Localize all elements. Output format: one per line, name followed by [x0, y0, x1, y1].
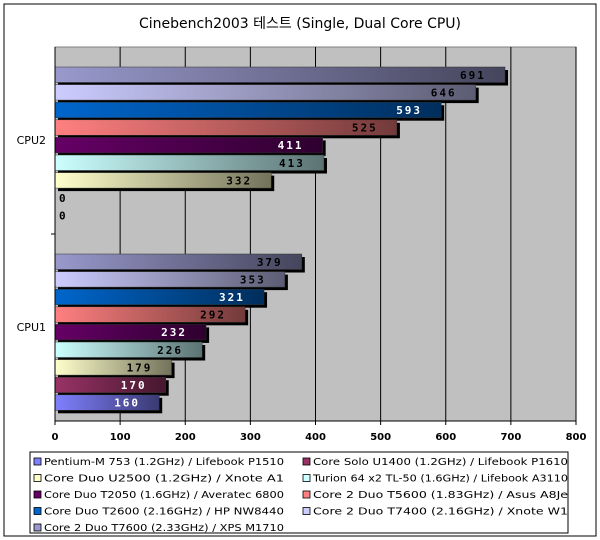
- legend-entry: Pentium-M 753 (1.2GHz) / Lifebook P1510: [44, 457, 284, 468]
- legend-entry: Core Duo T2600 (2.16GHz) / HP NW8440: [44, 507, 284, 518]
- axis-layer: 0 100 200 300 400 500 600 700 800 CPU2 CPU1: [17, 47, 587, 443]
- x-tick-label: 700: [500, 432, 521, 443]
- bar-cpu1-series-1: [54, 376, 166, 393]
- x-tick-label: 500: [370, 432, 391, 443]
- chart-title: Cinebench2003 테스트 (Single, Dual Core CPU…: [139, 16, 461, 32]
- data-label: 646: [431, 86, 457, 99]
- legend-box: [29, 451, 569, 534]
- legend-swatch: [302, 507, 311, 515]
- data-label: 226: [157, 344, 183, 357]
- bar-cpu2-series-7: [54, 84, 476, 101]
- x-tick-label: 100: [110, 432, 131, 443]
- data-label: 0: [59, 192, 68, 205]
- data-label: 321: [219, 291, 245, 304]
- legend-entry: Core 2 Duo T7400 (2.16GHz) / Xnote W1: [313, 507, 568, 518]
- legend-swatch: [33, 523, 42, 532]
- data-label: 160: [114, 397, 140, 410]
- x-tick-label: 0: [52, 432, 59, 443]
- bar-cpu1-series-2: [54, 359, 172, 376]
- data-label: 292: [200, 309, 226, 322]
- legend-swatch: [33, 490, 42, 499]
- legend-swatch: [302, 474, 311, 482]
- bar-cpu2-series-8: [54, 66, 506, 83]
- x-tick-label: 600: [435, 432, 456, 443]
- bar-cpu1-series-0: [54, 394, 160, 411]
- legend-entry: Core Duo T2050 (1.6GHz) / Averatec 6800: [44, 490, 284, 501]
- data-label: 332: [226, 174, 252, 187]
- data-label: 413: [279, 157, 305, 170]
- legend-swatch: [33, 507, 42, 515]
- data-label: 593: [396, 104, 422, 117]
- data-label: 179: [127, 361, 153, 374]
- legend-entry: Turion 64 x2 TL-50 (1.6GHz) / Lifebook A…: [312, 474, 568, 485]
- data-label: 232: [161, 326, 187, 339]
- data-label: 0: [59, 210, 68, 223]
- data-label: 170: [121, 379, 147, 392]
- category-label-cpu1: CPU1: [17, 321, 46, 334]
- data-label: 411: [278, 139, 304, 152]
- data-label: 691: [460, 69, 486, 82]
- bar-cpu2-series-5: [54, 119, 398, 136]
- x-tick-label: 300: [240, 432, 261, 443]
- legend-swatch: [33, 474, 42, 482]
- data-label: 353: [240, 273, 266, 286]
- x-tick-label: 200: [175, 432, 196, 443]
- data-label: 379: [257, 256, 283, 269]
- x-tick-label: 800: [566, 432, 587, 443]
- legend-swatch: [33, 457, 42, 466]
- legend-entry: Core Solo U1400 (1.2GHz) / Lifebook P161…: [313, 457, 568, 468]
- legend-entry: Core 2 Duo T5600 (1.83GHz) / Asus A8Je: [313, 490, 568, 501]
- legend-swatch: [302, 490, 311, 499]
- legend: Pentium-M 753 (1.2GHz) / Lifebook P1510 C…: [29, 451, 569, 534]
- x-tick-label: 400: [305, 432, 326, 443]
- legend-entry: Core 2 Duo T7600 (2.33GHz) / XPS M1710: [44, 523, 284, 534]
- legend-entry: Core Duo U2500 (1.2GHz) / Xnote A1: [44, 474, 284, 485]
- data-label: 525: [352, 122, 378, 135]
- bar-cpu2-series-6: [54, 101, 442, 118]
- legend-swatch: [302, 457, 311, 466]
- category-label-cpu2: CPU2: [17, 134, 46, 147]
